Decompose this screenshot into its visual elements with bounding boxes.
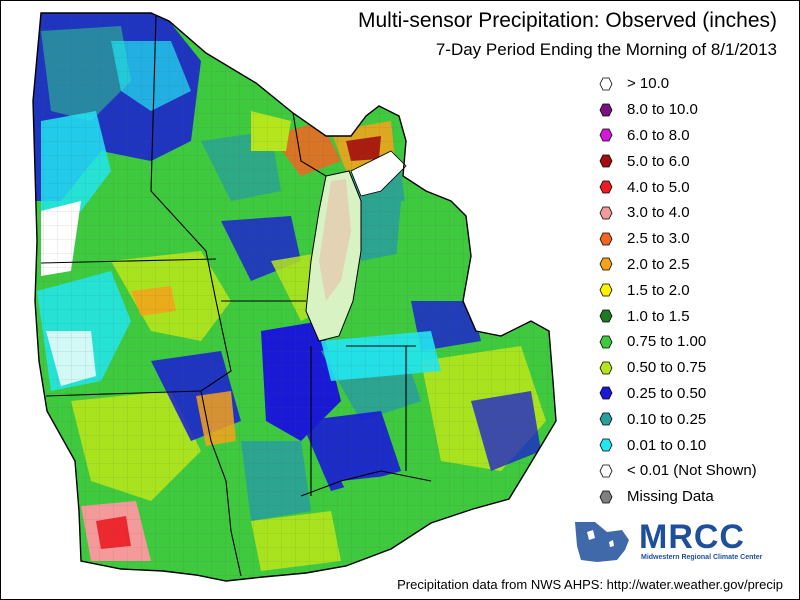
legend-item: 3.0 to 4.0 (599, 200, 757, 226)
legend-swatch-icon (599, 361, 613, 375)
precipitation-field (33, 13, 556, 581)
legend: > 10.0 8.0 to 10.0 6.0 to 8.0 5.0 to 6.0 4.0… (599, 71, 757, 510)
legend-item: 4.0 to 5.0 (599, 174, 757, 200)
legend-label: 0.01 to 0.10 (627, 436, 707, 454)
legend-item: 6.0 to 8.0 (599, 123, 757, 149)
legend-swatch-icon (599, 283, 613, 297)
legend-label: > 10.0 (627, 75, 670, 93)
legend-label: 0.10 to 0.25 (627, 410, 707, 428)
legend-swatch-icon (599, 386, 613, 400)
legend-label: Missing Data (627, 488, 714, 506)
legend-item: > 10.0 (599, 71, 757, 97)
lake-michigan (305, 170, 362, 342)
legend-label: 3.0 to 4.0 (627, 204, 690, 222)
legend-swatch-icon (599, 206, 613, 220)
legend-item: 1.5 to 2.0 (599, 277, 757, 303)
legend-swatch-icon (599, 103, 613, 117)
map-subtitle: 7-Day Period Ending the Morning of 8/1/2… (435, 40, 777, 59)
legend-label: 4.0 to 5.0 (627, 178, 690, 196)
legend-item: 0.50 to 0.75 (599, 355, 757, 381)
legend-label: 5.0 to 6.0 (627, 152, 690, 170)
legend-item: 0.10 to 0.25 (599, 406, 757, 432)
legend-swatch-icon (599, 335, 613, 349)
legend-item: 2.0 to 2.5 (599, 252, 757, 278)
legend-label: 1.5 to 2.0 (627, 281, 690, 299)
legend-item: 5.0 to 6.0 (599, 148, 757, 174)
legend-swatch-icon (599, 490, 613, 504)
legend-swatch-icon (599, 180, 613, 194)
legend-swatch-icon (599, 257, 613, 271)
legend-item: Missing Data (599, 484, 757, 510)
legend-item: 2.5 to 3.0 (599, 226, 757, 252)
legend-swatch-icon (599, 309, 613, 323)
legend-swatch-icon (599, 77, 613, 91)
legend-swatch-icon (599, 154, 613, 168)
legend-label: 2.5 to 3.0 (627, 230, 690, 248)
state-borders (40, 15, 432, 577)
legend-swatch-icon (599, 412, 613, 426)
lake-shoreline (350, 150, 407, 197)
legend-item: 0.01 to 0.10 (599, 432, 757, 458)
legend-label: 8.0 to 10.0 (627, 101, 698, 119)
logo-text: MRCC (639, 518, 745, 556)
legend-swatch-icon (599, 128, 613, 142)
legend-label: 6.0 to 8.0 (627, 126, 690, 144)
map-title: Multi-sensor Precipitation: Observed (in… (358, 9, 777, 32)
legend-swatch-icon (599, 232, 613, 246)
legend-item: 0.25 to 0.50 (599, 381, 757, 407)
legend-label: 0.75 to 1.00 (627, 333, 707, 351)
mrcc-logo: MRCC Midwestern Regional Climate Center (567, 516, 787, 566)
region-outline (32, 12, 557, 582)
legend-label: < 0.01 (Not Shown) (627, 462, 757, 480)
legend-item: < 0.01 (Not Shown) (599, 458, 757, 484)
legend-label: 0.25 to 0.50 (627, 384, 707, 402)
midwest-precipitation-map (32, 12, 557, 582)
legend-label: 2.0 to 2.5 (627, 255, 690, 273)
legend-swatch-icon (599, 438, 613, 452)
legend-item: 1.0 to 1.5 (599, 303, 757, 329)
midwest-map-icon (575, 522, 629, 562)
legend-swatch-icon (599, 464, 613, 478)
legend-label: 1.0 to 1.5 (627, 307, 690, 325)
legend-label: 0.50 to 0.75 (627, 359, 707, 377)
data-credit: Precipitation data from NWS AHPS: http:/… (397, 577, 783, 592)
logo-subtext: Midwestern Regional Climate Center (641, 554, 763, 561)
legend-item: 0.75 to 1.00 (599, 329, 757, 355)
legend-item: 8.0 to 10.0 (599, 97, 757, 123)
